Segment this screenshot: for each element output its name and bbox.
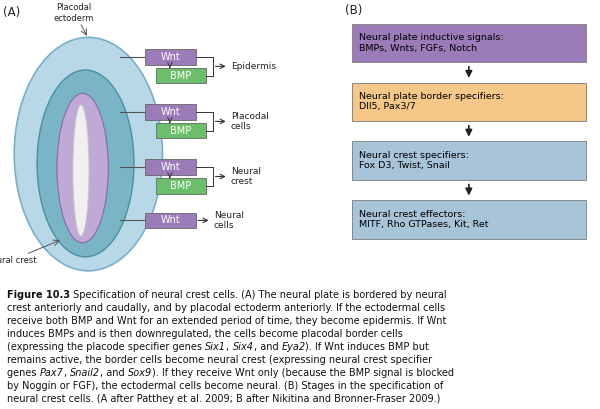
Text: Neural crest: Neural crest [0,256,36,265]
FancyBboxPatch shape [145,49,196,65]
FancyBboxPatch shape [145,160,196,175]
Text: Wnt: Wnt [161,52,181,62]
Text: crest anteriorly and caudally, and by placodal ectoderm anteriorly. If the ectod: crest anteriorly and caudally, and by pl… [7,303,445,313]
Text: Neural crest effectors:
MITF, Rho GTPases, Kit, Ret: Neural crest effectors: MITF, Rho GTPase… [359,210,489,229]
Text: (B): (B) [345,4,362,17]
Text: remains active, the border cells become neural crest (expressing neural crest sp: remains active, the border cells become … [7,355,433,365]
Text: receive both BMP and Wnt for an extended period of time, they become epidermis. : receive both BMP and Wnt for an extended… [7,316,446,326]
Text: ). If they receive Wnt only (because the BMP signal is blocked: ). If they receive Wnt only (because the… [152,368,454,378]
Text: Wnt: Wnt [161,107,181,117]
FancyBboxPatch shape [155,178,206,193]
FancyBboxPatch shape [155,68,206,83]
FancyBboxPatch shape [145,213,196,228]
FancyBboxPatch shape [352,24,586,62]
Text: BMP: BMP [170,126,191,136]
Text: Neural
crest: Neural crest [231,167,261,186]
Ellipse shape [14,37,163,271]
Ellipse shape [73,105,89,236]
Text: by Noggin or FGF), the ectodermal cells become neural. (B) Stages in the specifi: by Noggin or FGF), the ectodermal cells … [7,381,443,391]
Text: Neural plate border specifiers:
Dll5, Pax3/7: Neural plate border specifiers: Dll5, Pa… [359,92,504,112]
Text: Eya2: Eya2 [281,342,305,352]
Text: Snail2: Snail2 [70,368,100,378]
Text: Placodal
cells: Placodal cells [231,112,269,131]
Text: Neural plate inductive signals:
BMPs, Wnts, FGFs, Notch: Neural plate inductive signals: BMPs, Wn… [359,33,504,53]
Text: Sox9: Sox9 [128,368,152,378]
Text: Neural
cells: Neural cells [214,211,244,230]
Text: ,: , [64,368,70,378]
FancyBboxPatch shape [155,123,206,139]
Text: , and: , and [254,342,281,352]
Text: Figure 10.3: Figure 10.3 [7,290,70,300]
Text: ). If Wnt induces BMP but: ). If Wnt induces BMP but [305,342,430,352]
Text: Wnt: Wnt [161,216,181,225]
Ellipse shape [57,93,108,243]
Text: induces BMPs and is then downregulated, the cells become placodal border cells: induces BMPs and is then downregulated, … [7,329,403,339]
FancyBboxPatch shape [352,83,586,121]
Text: Epidermis: Epidermis [231,62,276,71]
Text: BMP: BMP [170,181,191,191]
Text: neural crest cells. (A after Patthey et al. 2009; B after Nikitina and Bronner-F: neural crest cells. (A after Patthey et … [7,393,440,404]
Text: Specification of neural crest cells. (A) The neural plate is bordered by neural: Specification of neural crest cells. (A)… [70,290,447,300]
Text: (expressing the placode specifier genes: (expressing the placode specifier genes [7,342,205,352]
FancyBboxPatch shape [352,200,586,238]
Text: Pax7: Pax7 [40,368,64,378]
Text: ,: , [226,342,233,352]
Text: , and: , and [100,368,128,378]
Text: BMP: BMP [170,71,191,81]
Text: Wnt: Wnt [161,162,181,172]
Ellipse shape [37,70,134,257]
FancyBboxPatch shape [352,142,586,180]
Text: Six1: Six1 [205,342,226,352]
FancyBboxPatch shape [145,104,196,120]
Text: Six4: Six4 [233,342,254,352]
Text: (A): (A) [3,6,20,18]
Text: genes: genes [7,368,40,378]
Text: Placodal
ectoderm: Placodal ectoderm [54,3,94,23]
Text: Neural crest specifiers:
Fox D3, Twist, Snail: Neural crest specifiers: Fox D3, Twist, … [359,151,469,170]
